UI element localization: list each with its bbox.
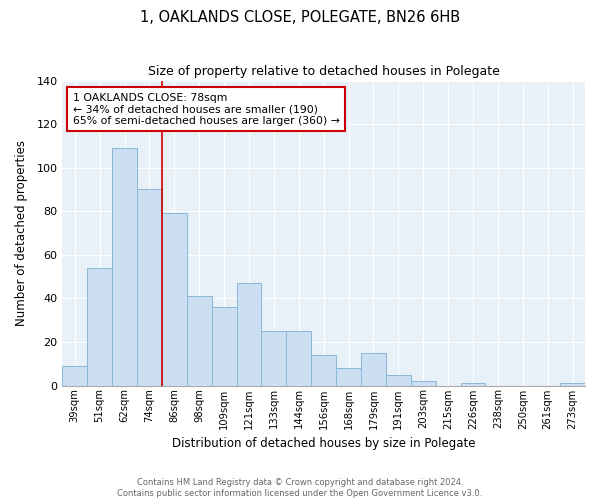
Bar: [336, 368, 361, 386]
Title: Size of property relative to detached houses in Polegate: Size of property relative to detached ho…: [148, 65, 500, 78]
Text: Contains HM Land Registry data © Crown copyright and database right 2024.
Contai: Contains HM Land Registry data © Crown c…: [118, 478, 482, 498]
Bar: [386, 374, 411, 386]
Bar: [62, 366, 87, 386]
Bar: [212, 307, 236, 386]
Bar: [461, 384, 485, 386]
Bar: [311, 355, 336, 386]
Bar: [411, 381, 436, 386]
Bar: [162, 214, 187, 386]
Y-axis label: Number of detached properties: Number of detached properties: [15, 140, 28, 326]
Text: 1 OAKLANDS CLOSE: 78sqm
← 34% of detached houses are smaller (190)
65% of semi-d: 1 OAKLANDS CLOSE: 78sqm ← 34% of detache…: [73, 93, 340, 126]
Bar: [560, 384, 585, 386]
Bar: [286, 331, 311, 386]
Bar: [87, 268, 112, 386]
X-axis label: Distribution of detached houses by size in Polegate: Distribution of detached houses by size …: [172, 437, 475, 450]
Text: 1, OAKLANDS CLOSE, POLEGATE, BN26 6HB: 1, OAKLANDS CLOSE, POLEGATE, BN26 6HB: [140, 10, 460, 25]
Bar: [187, 296, 212, 386]
Bar: [361, 353, 386, 386]
Bar: [112, 148, 137, 386]
Bar: [137, 190, 162, 386]
Bar: [262, 331, 286, 386]
Bar: [236, 283, 262, 386]
